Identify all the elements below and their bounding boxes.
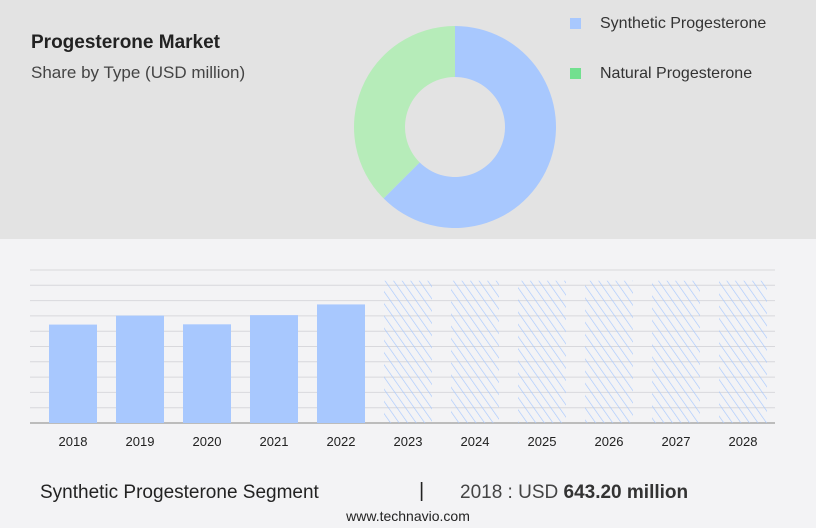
legend-swatch xyxy=(570,18,581,29)
x-tick-label: 2027 xyxy=(662,434,691,449)
donut-chart xyxy=(353,26,556,228)
donut-slice-0 xyxy=(383,26,556,228)
x-tick-label: 2018 xyxy=(59,434,88,449)
x-tick-label: 2025 xyxy=(528,434,557,449)
segment-label: Synthetic Progesterone Segment xyxy=(40,482,319,503)
value-text: 643.20 million xyxy=(563,482,689,503)
segment-value: 2018 : USD 643.20 million xyxy=(460,482,688,504)
year-label: 2018 : USD xyxy=(460,482,564,503)
forecast-bar-2026 xyxy=(585,280,633,423)
forecast-bar-2028 xyxy=(719,280,767,423)
forecast-bar-2024 xyxy=(451,280,499,423)
website[interactable]: www.technavio.com xyxy=(346,508,470,524)
forecast-bar-2023 xyxy=(384,280,432,423)
x-tick-label: 2019 xyxy=(126,434,155,449)
x-tick-label: 2021 xyxy=(260,434,289,449)
legend-swatch xyxy=(570,68,581,79)
chart-subtitle: Share by Type (USD million) xyxy=(31,63,246,82)
donut-slice-1 xyxy=(353,26,455,199)
x-tick-label: 2020 xyxy=(193,434,222,449)
bar-2020 xyxy=(183,324,231,423)
x-tick-label: 2022 xyxy=(327,434,356,449)
x-tick-label: 2026 xyxy=(595,434,624,449)
legend-label: Synthetic Progesterone xyxy=(600,15,767,32)
bar-2021 xyxy=(250,315,298,423)
forecast-bar-2027 xyxy=(652,280,700,423)
legend-label: Natural Progesterone xyxy=(600,65,753,82)
x-tick-label: 2028 xyxy=(729,434,758,449)
forecast-bar-2025 xyxy=(518,280,566,423)
legend-item-natural: Natural Progesterone xyxy=(570,65,752,83)
bar-2022 xyxy=(317,304,365,423)
bar-chart: 2018 2019 2020 2021 2022 2023 2024 2025 2026 2027… xyxy=(30,269,775,449)
x-tick-label: 2024 xyxy=(461,434,490,449)
bar-2018 xyxy=(49,324,97,423)
bar-2019 xyxy=(116,315,164,423)
chart-title: Progesterone Market xyxy=(31,32,221,53)
separator: | xyxy=(419,480,425,502)
x-tick-label: 2023 xyxy=(394,434,423,449)
legend-item-synthetic: Synthetic Progesterone xyxy=(570,15,766,33)
